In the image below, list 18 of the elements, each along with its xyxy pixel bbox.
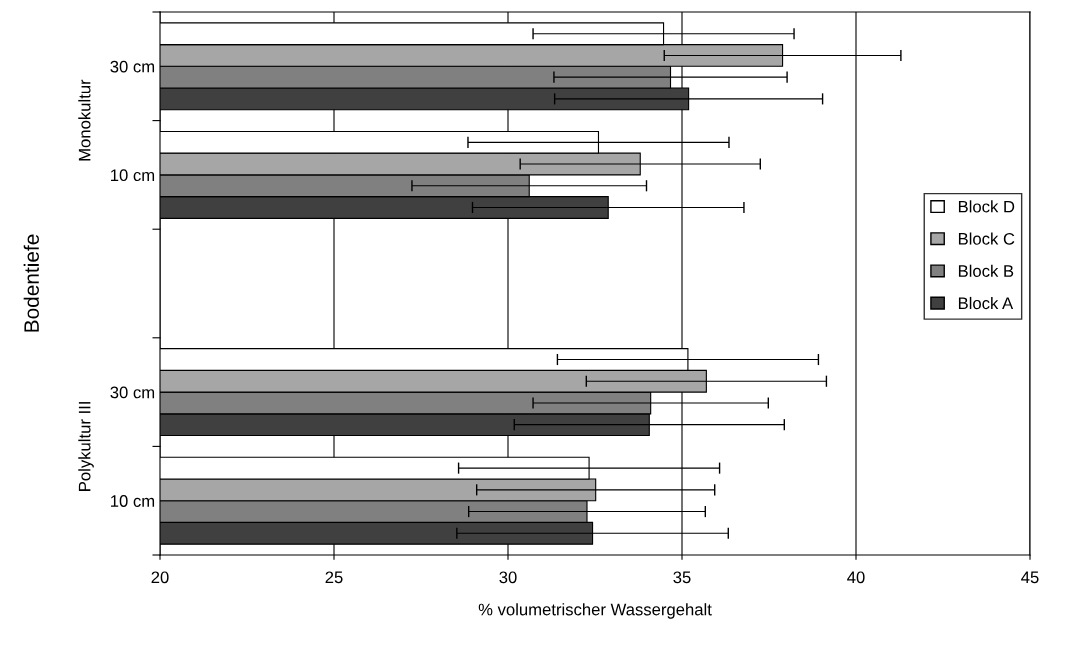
x-tick-label: 45 xyxy=(1021,571,1039,584)
legend-label: Block D xyxy=(958,200,1015,213)
x-tick-label: 20 xyxy=(151,571,169,584)
y-tick-label: 10 cm xyxy=(111,169,155,182)
legend-label: Block A xyxy=(958,296,1014,310)
legend-label: Block B xyxy=(958,264,1014,277)
x-tick-label: 25 xyxy=(325,571,343,584)
text: Monokultur xyxy=(78,79,91,161)
text: Polykultur III xyxy=(78,402,94,491)
x-tick-label: 40 xyxy=(847,571,865,584)
y-tick-label: 10 cm xyxy=(111,495,155,507)
y-tick-label: 30 cm xyxy=(110,60,155,73)
y-axis-title: Bodentiefe xyxy=(23,234,39,332)
x-axis-title: % volumetrischer Wassergehalt xyxy=(478,603,712,619)
y-tick-label: 30 cm xyxy=(110,386,155,399)
x-tick-label: 35 xyxy=(673,571,691,584)
legend-label: Block C xyxy=(958,232,1015,245)
x-tick-label: 30 xyxy=(499,571,517,584)
